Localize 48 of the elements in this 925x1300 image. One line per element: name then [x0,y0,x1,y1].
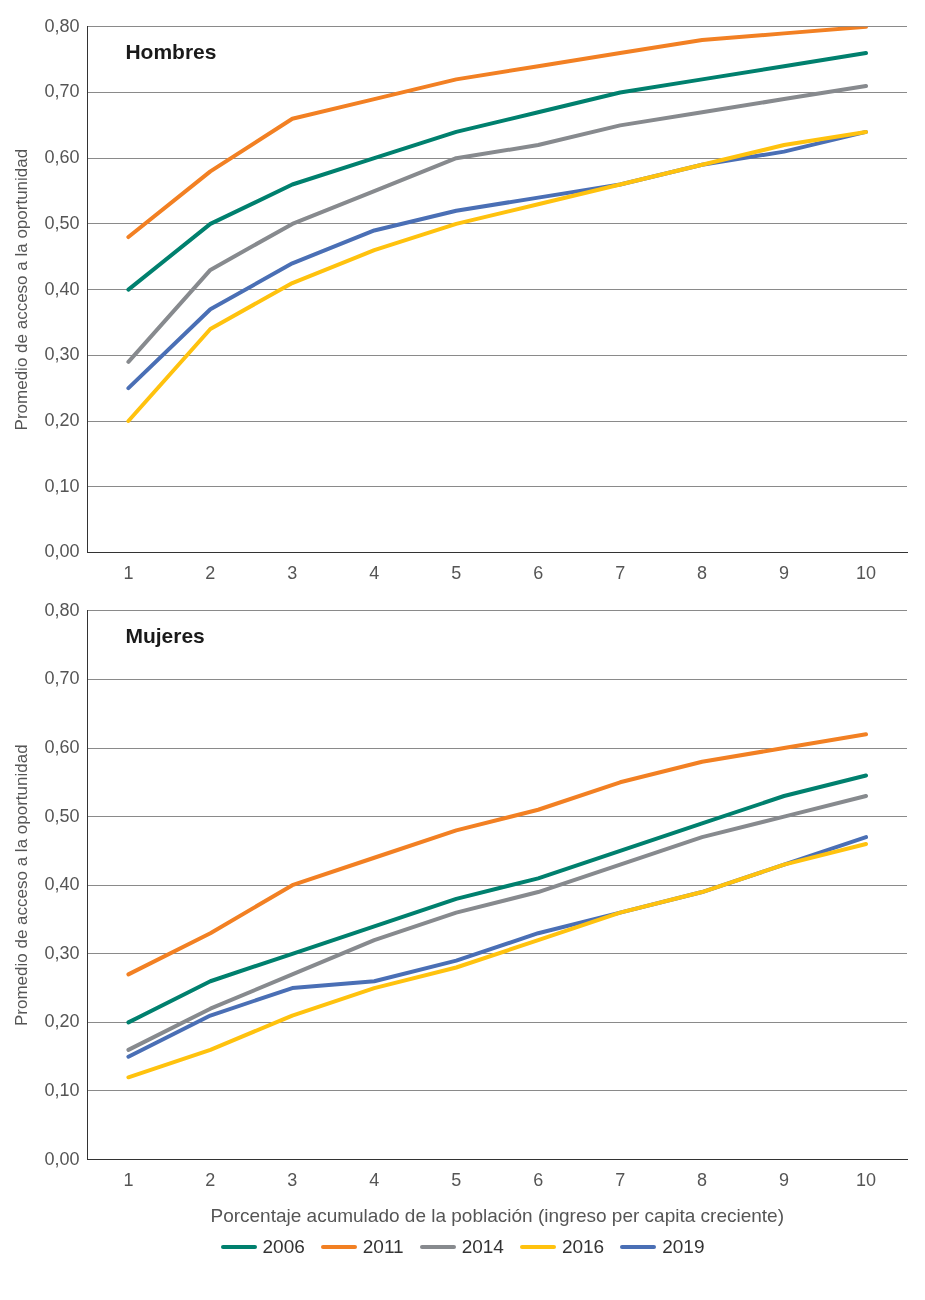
legend-label: 2006 [262,1236,305,1258]
y-tick-label: 0,20 [44,409,80,430]
y-tick-label: 0,70 [44,81,80,102]
y-tick-label: 0,20 [44,1011,80,1032]
y-tick-label: 0,30 [44,942,80,963]
y-tick-label: 0,60 [44,736,80,757]
y-tick-label: 0,80 [44,15,80,36]
x-tick-label: 7 [615,1170,626,1191]
y-tick-label: 0,10 [44,1079,80,1100]
x-tick-label: 8 [697,563,708,584]
text: Mujeres [125,624,205,648]
x-tick-label: 9 [779,1170,790,1191]
y-axis-title: Promedio de acceso a la oportunidad [11,148,31,431]
x-tick-label: 3 [287,563,298,584]
x-tick-label: 10 [856,1170,877,1191]
x-tick-label: 5 [451,1170,462,1191]
x-tick-label: 3 [287,1170,298,1191]
y-tick-label: 0,60 [44,147,80,168]
y-tick-label: 0,40 [44,278,80,299]
x-tick-label: 6 [533,1170,544,1191]
y-tick-label: 0,30 [44,344,80,365]
y-axis-title: Promedio de acceso a la oportunidad [11,744,31,1027]
x-tick-label: 4 [369,563,380,584]
y-tick-label: 0,80 [44,599,80,620]
y-tick-label: 0,50 [44,212,80,233]
x-tick-label: 2 [205,1170,216,1191]
x-tick-label: 1 [123,1170,134,1191]
x-tick-label: 9 [779,563,790,584]
legend-label: 2011 [362,1236,404,1258]
y-tick-label: 0,00 [44,1148,80,1169]
y-tick-label: 0,00 [44,541,80,562]
legend-label: 2014 [461,1236,504,1258]
x-tick-label: 6 [533,563,544,584]
x-tick-label: 10 [856,563,877,584]
legend-label: 2019 [662,1236,705,1258]
x-tick-label: 2 [205,563,216,584]
x-tick-label: 4 [369,1170,380,1191]
x-tick-label: 1 [123,563,134,584]
x-tick-label: 7 [615,563,626,584]
x-axis-title: Porcentaje acumulado de la población (ingreso per capita creciente) [210,1204,784,1226]
y-tick-label: 0,50 [44,805,80,826]
text: Hombres [125,40,217,64]
x-tick-label: 8 [697,1170,708,1191]
y-tick-label: 0,70 [44,668,80,689]
legend-label: 2016 [561,1236,605,1258]
y-tick-label: 0,40 [44,874,80,895]
x-tick-label: 5 [451,563,462,584]
y-tick-label: 0,10 [44,475,80,496]
